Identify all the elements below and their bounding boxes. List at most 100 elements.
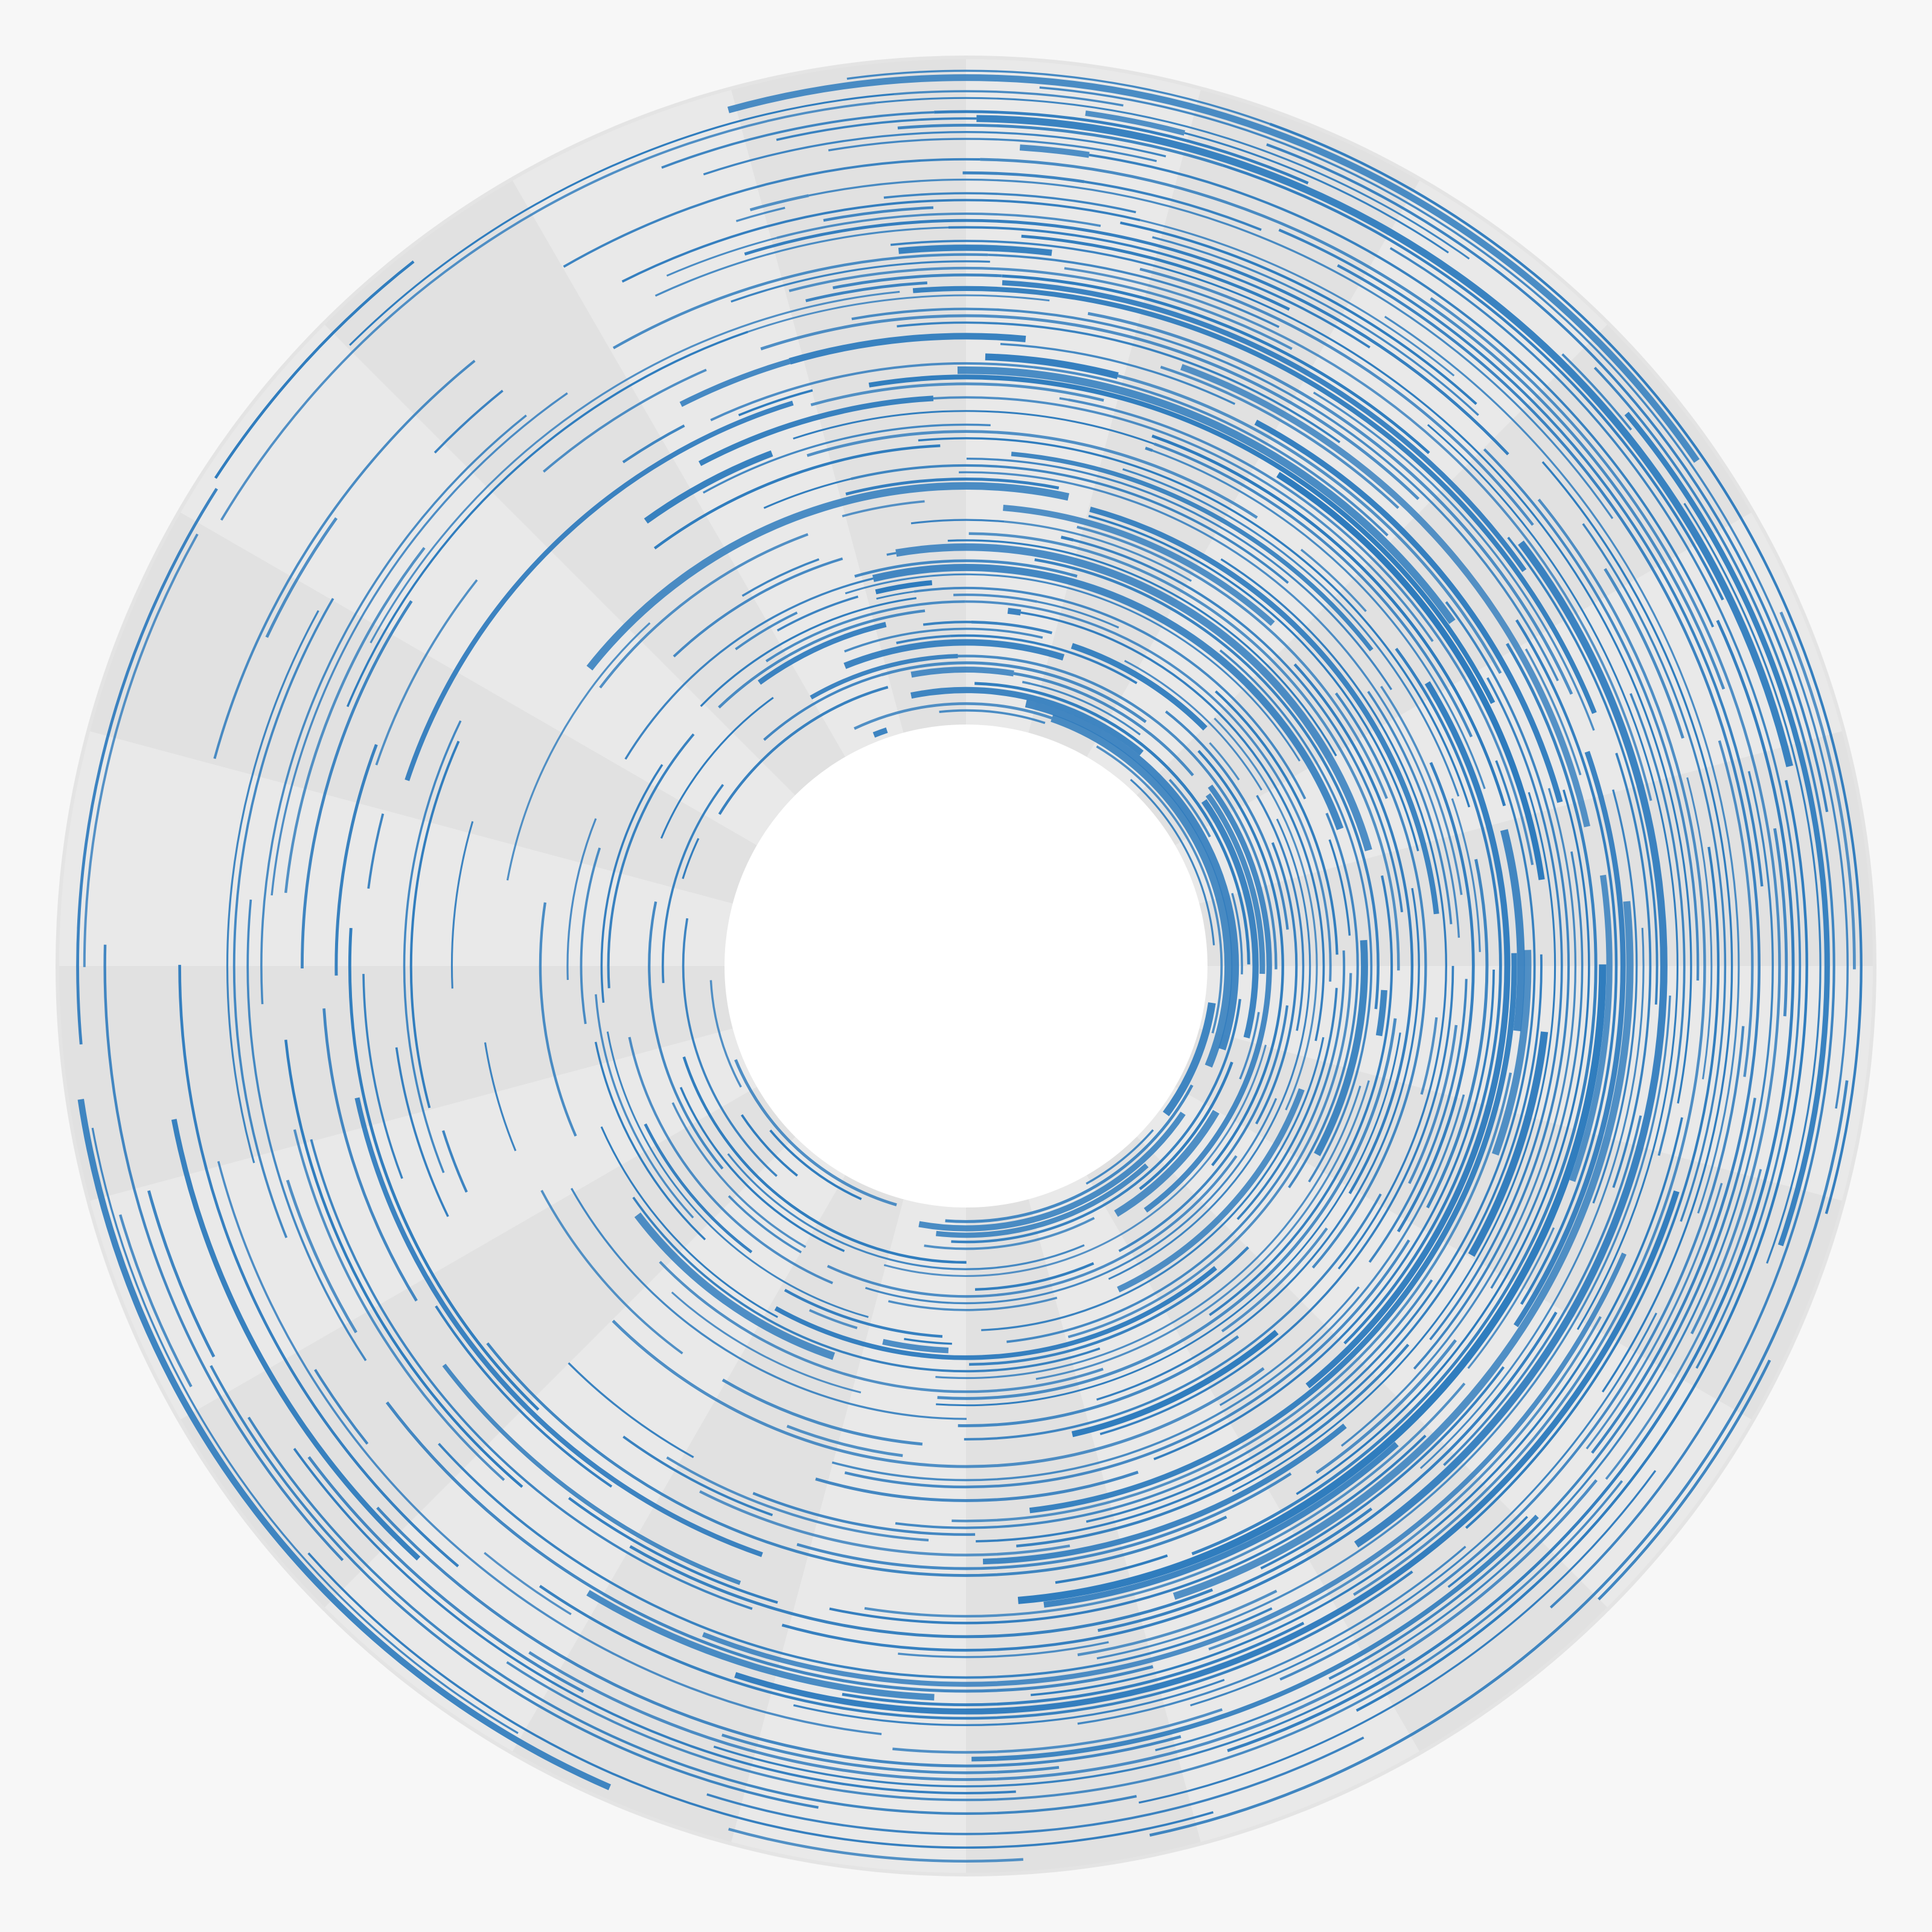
- ring-arc: [1569, 874, 1613, 1182]
- ring-arc: [1162, 1002, 1216, 1116]
- ring-arc: [1190, 1313, 1657, 1707]
- ring-arc: [232, 598, 334, 1238]
- ring-arc: [731, 260, 990, 303]
- ring-arc: [1215, 690, 1339, 955]
- ring-arc: [506, 622, 651, 881]
- ring-arc: [1465, 846, 1720, 1529]
- ring-arc: [1514, 750, 1626, 1328]
- ring-arc: [1483, 448, 1700, 981]
- ring-arc: [1427, 424, 1678, 1330]
- ring-arc: [958, 1335, 1239, 1427]
- ring-arc: [1003, 505, 1275, 626]
- ring-arc: [713, 1658, 1406, 1788]
- ring-arc: [607, 733, 695, 988]
- ring-arc: [1266, 143, 1829, 813]
- ring-arc: [367, 813, 385, 889]
- ring-arc: [1420, 1017, 1438, 1095]
- ring-arc: [709, 980, 742, 1088]
- ring-arc: [270, 392, 568, 896]
- ring-arc: [910, 686, 1144, 756]
- ring-arc: [178, 965, 459, 1568]
- ring-arc: [1085, 110, 1186, 136]
- ring-arc: [810, 654, 958, 700]
- ring-arc: [882, 1339, 949, 1354]
- ring-arc: [1011, 452, 1374, 651]
- ring-arc: [881, 661, 1147, 723]
- ring-arc: [1197, 750, 1284, 1166]
- ring-arc: [506, 1480, 1623, 1802]
- ring-arc: [962, 171, 1085, 184]
- ring-arc: [628, 1037, 833, 1285]
- ring-arc: [632, 1197, 1101, 1373]
- ring-arc: [1160, 365, 1399, 510]
- ring-arc: [765, 600, 965, 662]
- ring-arc: [1598, 1359, 1771, 1601]
- ring-arc: [679, 1087, 845, 1252]
- ring-arc: [788, 333, 1026, 365]
- ring-arc: [1034, 558, 1380, 1009]
- ring-arc: [1300, 548, 1367, 612]
- ring-arc: [1468, 1031, 1549, 1257]
- ring-arc: [1155, 770, 1774, 1751]
- ring-arc: [349, 93, 895, 346]
- ring-arc: [788, 266, 1293, 350]
- ring-arc: [1084, 181, 1262, 231]
- ring-arc: [1152, 449, 1486, 790]
- ring-arc: [1205, 793, 1265, 974]
- ring-arc: [776, 213, 1101, 239]
- ring-arc: [1117, 374, 1502, 674]
- ring-arc: [892, 1708, 1223, 1754]
- ring-arc: [936, 1032, 1401, 1407]
- ring-arc: [624, 577, 874, 760]
- ring-arc: [1071, 1329, 1279, 1438]
- ring-arc: [1117, 1088, 1305, 1293]
- ring-arc: [369, 290, 900, 644]
- ring-arc: [442, 1363, 741, 1585]
- ring-arc: [895, 543, 1372, 852]
- ring-arc: [957, 366, 1456, 624]
- ring-arc: [83, 533, 199, 967]
- ring-arc: [594, 1041, 706, 1241]
- ring-arc: [985, 353, 1119, 379]
- ring-arc: [1096, 995, 1671, 1660]
- ring-arc: [540, 1189, 683, 1355]
- ring-arc: [1355, 779, 1808, 1712]
- ring-arc: [322, 1008, 418, 1302]
- ring-arc: [435, 1305, 613, 1488]
- ring-arc: [918, 437, 1471, 808]
- ring-arc: [1773, 828, 1788, 1017]
- ring-arc: [1076, 525, 1388, 799]
- ring-arc: [1222, 164, 1724, 601]
- ring-arc: [1022, 680, 1031, 685]
- ring-arc: [1256, 795, 1305, 1031]
- sector-band: [1028, 90, 1419, 757]
- ring-arc: [808, 1309, 858, 1329]
- ring-arc: [1020, 611, 1325, 1041]
- ring-arc: [1375, 990, 1387, 1037]
- ring-arc: [1154, 443, 1473, 738]
- ring-arc: [1146, 333, 1559, 682]
- ring-arc: [1000, 342, 1236, 405]
- ring-arc: [682, 838, 700, 879]
- ring-arc: [621, 199, 1140, 283]
- sector-band: [181, 324, 796, 845]
- ring-arc: [375, 579, 478, 766]
- ring-arc: [1163, 267, 1692, 1104]
- ring-arc: [876, 590, 915, 600]
- ring-arc: [1139, 1061, 1233, 1191]
- ring-arc: [433, 389, 504, 454]
- ring-arc: [1070, 643, 1208, 731]
- ring-arc: [875, 97, 1470, 260]
- ring-arc: [293, 1129, 505, 1481]
- ring-arc: [76, 488, 219, 1045]
- ring-arc: [1624, 411, 1830, 1247]
- ring-arc: [1064, 267, 1652, 801]
- ring-arc: [1279, 1026, 1745, 1681]
- ring-arc: [1408, 1025, 1458, 1185]
- ring-arc: [1384, 316, 1740, 1214]
- ring-arc: [1491, 950, 1532, 1156]
- ring-arc: [854, 559, 1078, 578]
- ring-arc: [807, 453, 809, 457]
- ring-arc: [1034, 366, 1389, 537]
